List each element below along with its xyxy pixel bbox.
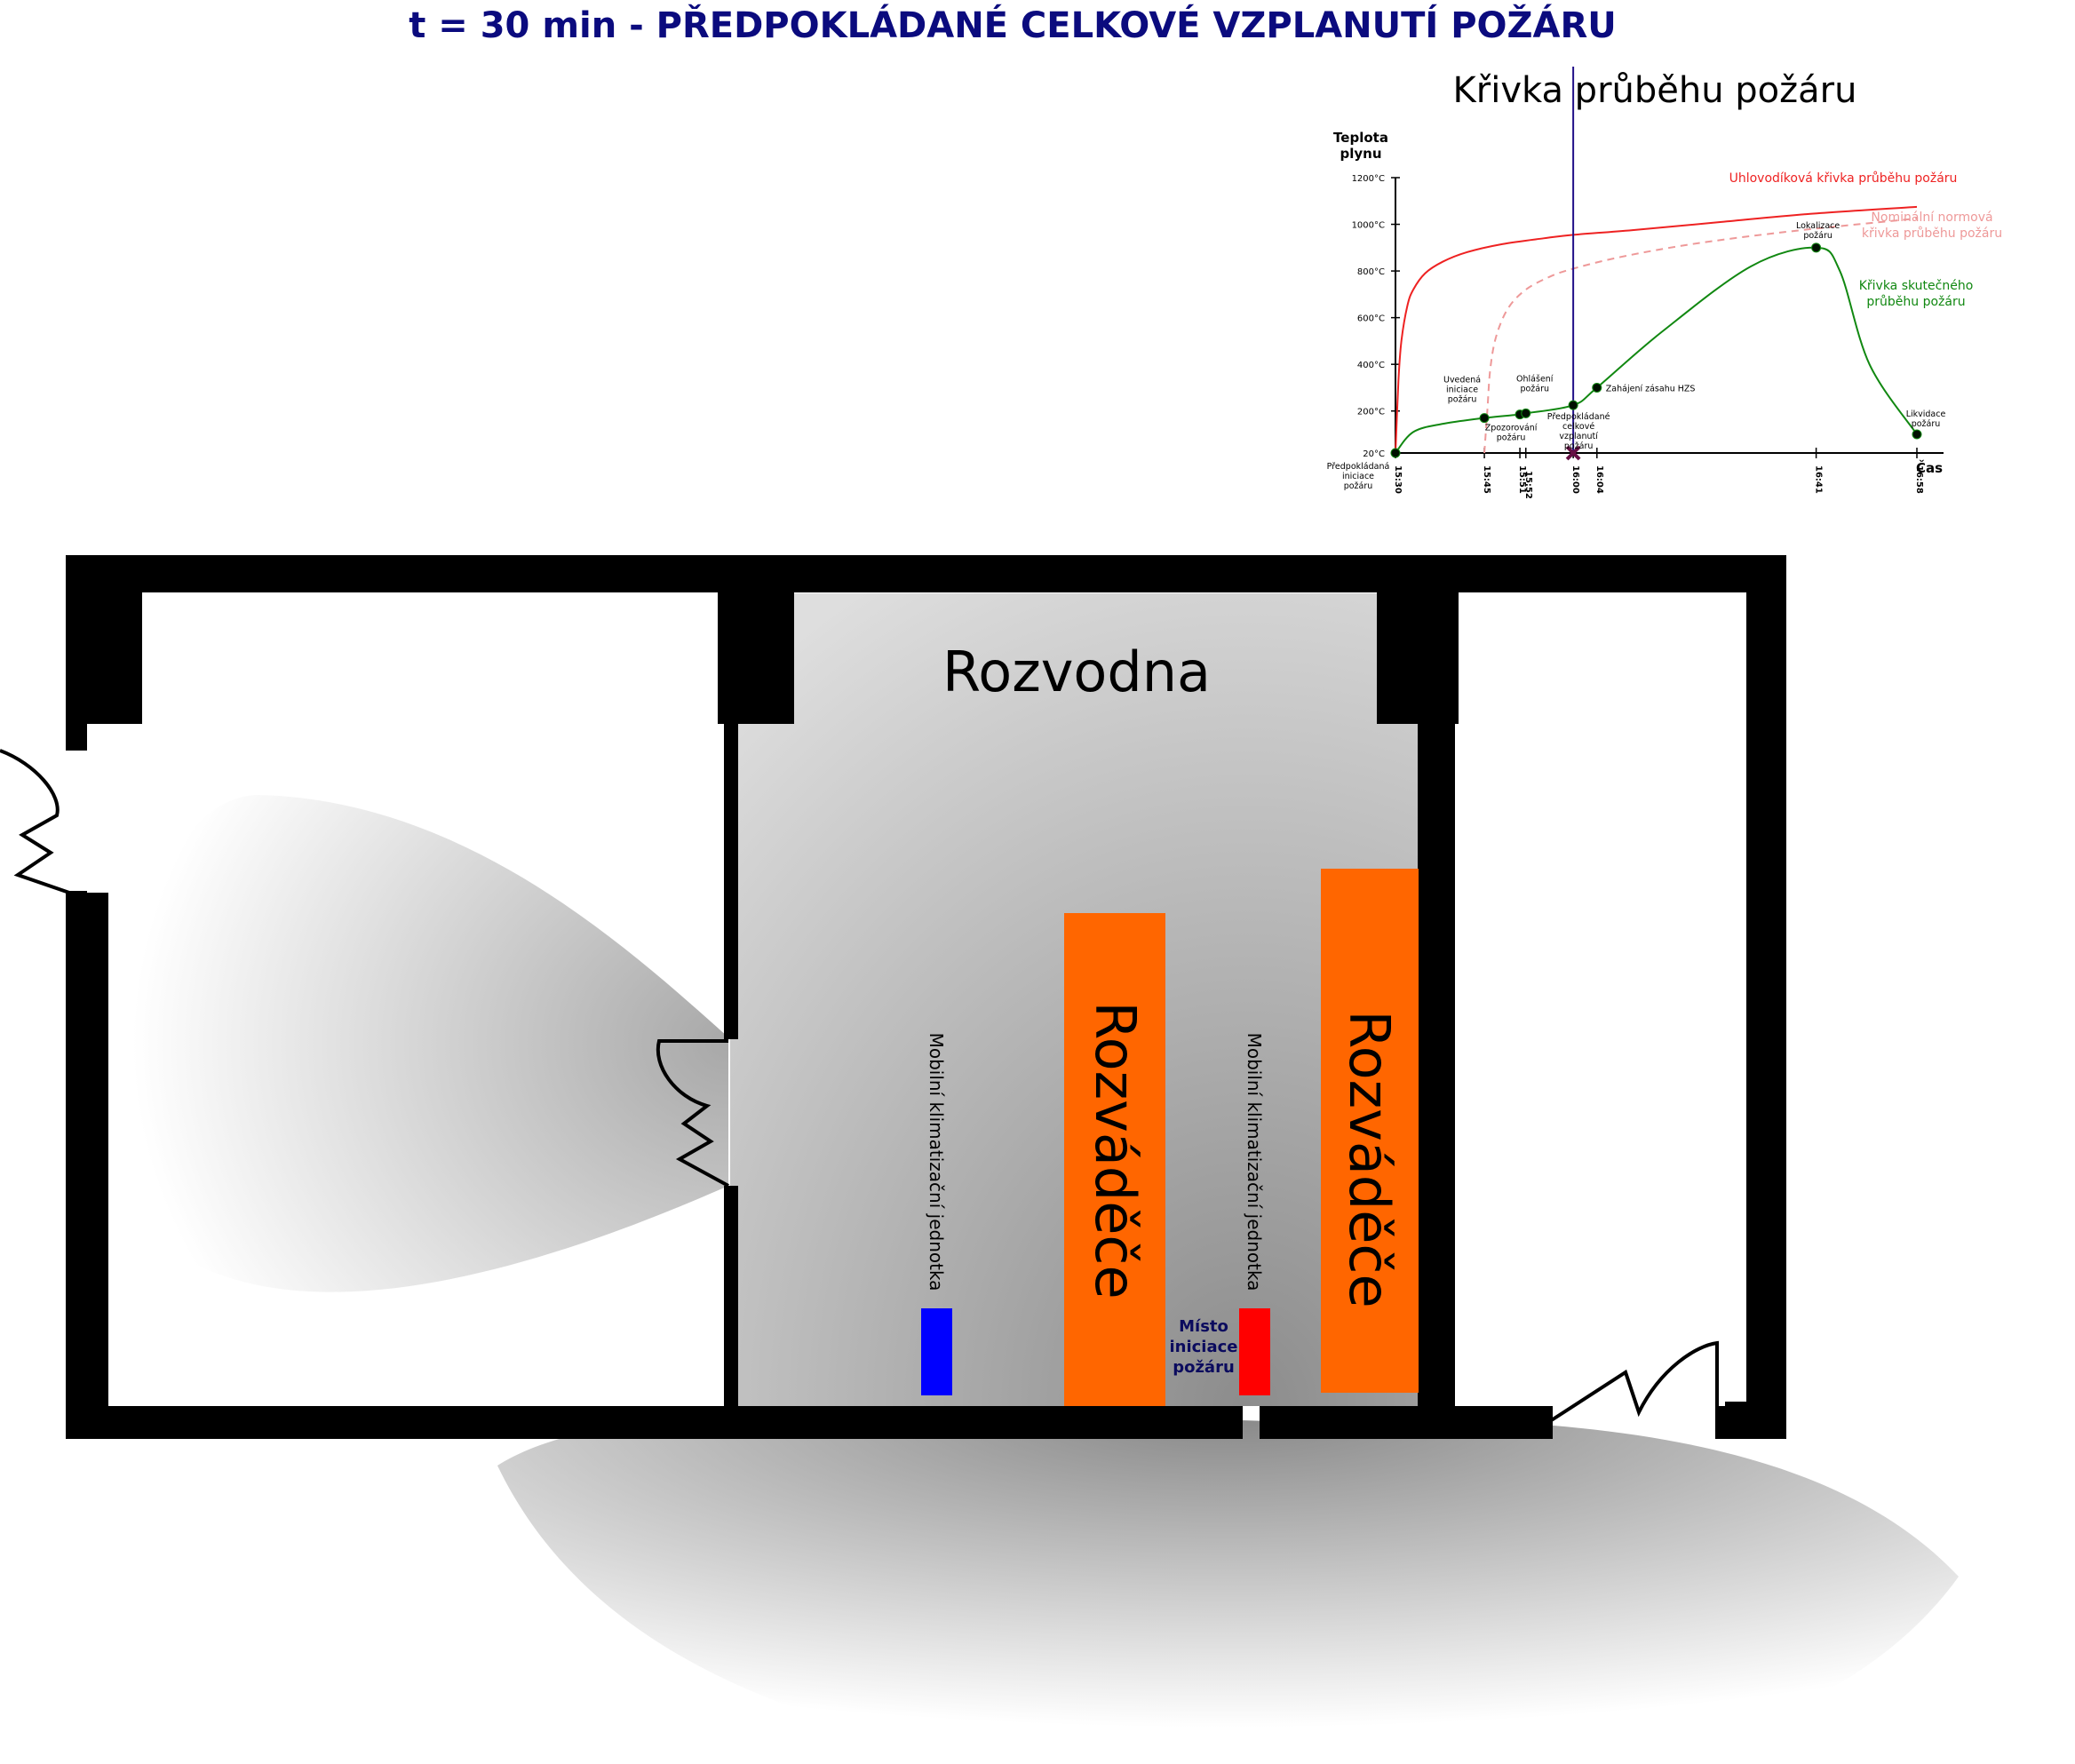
chart-event-label: Zahájení zásahu HZS (1606, 384, 1696, 393)
svg-text:iniciace: iniciace (1169, 1338, 1237, 1356)
chart-event-label: požáru (1520, 384, 1549, 393)
chart-event-label: Lokalizace (1796, 221, 1840, 231)
chart-y-tick-label: 20°C (1363, 449, 1385, 459)
chart-y-tick-label: 1000°C (1352, 221, 1385, 231)
chart-event-label: iniciace (1446, 385, 1478, 395)
chart-ylabel-2: plynu (1340, 146, 1381, 162)
room-label: Rozvodna (942, 640, 1211, 704)
door-left-outer (0, 749, 87, 894)
chart-series-line-2 (1395, 246, 1918, 454)
chart-y-tick-label: 800°C (1357, 267, 1385, 277)
svg-text:požáru: požáru (1173, 1358, 1235, 1377)
cabinet-left-label: Rozváděče (1083, 1001, 1148, 1299)
chart-event-label: Zpozorování (1485, 424, 1538, 433)
chart-series (1395, 205, 1918, 454)
chart-axes (1395, 178, 1944, 454)
chart-event-label: požáru (1497, 433, 1526, 443)
chart-event-point (1811, 242, 1822, 253)
chart-timeline (1565, 67, 1581, 461)
chart-x-tick-label: 16:04 (1594, 465, 1604, 494)
chart-xlabel: Čas (1916, 459, 1943, 476)
legend-nominal-1: Nominální normová (1871, 211, 1992, 225)
chart-event-label: Likvidace (1906, 409, 1946, 419)
page-title: t = 30 min - PŘEDPOKLÁDANÉ CELKOVÉ VZPLA… (409, 4, 1617, 46)
cabinet-right (1321, 869, 1419, 1393)
chart-x-tick-label: 16:58 (1914, 465, 1924, 494)
chart-x-tick-label: 15:45 (1482, 465, 1491, 494)
chart-title: Křivka průběhu požáru (1453, 70, 1857, 111)
chart-event-label: Předpokládaná (1327, 462, 1390, 472)
chart-events: PředpokládanáiniciacepožáruUvedenáinicia… (1327, 221, 1946, 491)
door-room (656, 1039, 729, 1188)
chart-event-point (1592, 382, 1602, 393)
chart-event-label: požáru (1564, 441, 1594, 451)
chart-y-ticks: 20°C 200°C 400°C 600°C 800°C 1000°C 1200°C (1352, 174, 1400, 459)
chart-event-point (1521, 408, 1531, 418)
walls (66, 555, 1786, 1439)
doors (0, 749, 1719, 1423)
legend-actual-2: průběhu požáru (1866, 295, 1965, 309)
smoke-plume-left (132, 795, 728, 1292)
chart-event-label: požáru (1448, 395, 1477, 405)
chart-x-tick-label: 15:52 (1523, 471, 1533, 499)
chart-y-tick-label: 600°C (1357, 314, 1385, 324)
chart-y-tick-label: 1200°C (1352, 174, 1385, 184)
ac-unit-red (1239, 1308, 1270, 1395)
legend-hydrocarbon: Uhlovodíková křivka průběhu požáru (1729, 171, 1958, 186)
chart-event-label: Ohlášení (1516, 374, 1554, 384)
chart-event-label: iniciace (1342, 472, 1374, 481)
chart-event-point (1390, 448, 1401, 458)
ac-unit-blue-label: Mobilní klimatizační jednotka (926, 1033, 947, 1291)
chart-x-tick-label: 16:00 (1570, 465, 1580, 494)
chart-event-point (1479, 413, 1490, 424)
svg-text:Místo: Místo (1179, 1317, 1228, 1336)
smoke-plume-bottom (497, 1410, 1959, 1764)
chart-event-label: Uvedená (1443, 376, 1481, 385)
chart-event-label: Předpokládané (1547, 412, 1610, 422)
cabinet-right-label: Rozváděče (1337, 1010, 1402, 1307)
chart-y-tick-label: 400°C (1357, 361, 1385, 370)
chart-event-point (1568, 400, 1578, 410)
chart-series-line-0 (1395, 205, 1918, 454)
chart-x-tick-label: 16:41 (1814, 465, 1824, 494)
chart-event-label: požáru (1344, 481, 1373, 491)
chart-event-label: celkové (1562, 422, 1594, 432)
ac-unit-red-label: Mobilní klimatizační jednotka (1244, 1033, 1265, 1291)
ac-unit-blue (921, 1308, 952, 1395)
chart-event-label: vzplanutí (1559, 432, 1598, 441)
chart-event-point (1912, 429, 1922, 440)
legend-nominal-2: křivka průběhu požáru (1862, 226, 2002, 241)
chart-x-tick-label: 15:30 (1393, 465, 1403, 494)
chart-event-label: požáru (1803, 231, 1833, 241)
chart-y-tick-label: 200°C (1357, 408, 1385, 417)
chart-ylabel-1: Teplota (1333, 130, 1388, 146)
door-bottom-right (1548, 1340, 1719, 1423)
cabinet-left (1064, 913, 1165, 1406)
legend-actual-1: Křivka skutečného (1859, 279, 1974, 293)
ignition-label: Místo iniciace požáru (1169, 1317, 1237, 1377)
floor-plan: Rozvodna Rozváděče Rozváděče Mobilní kli… (0, 555, 1959, 1764)
chart-current-time-marker (1565, 445, 1581, 461)
fire-curve-chart: Křivka průběhu požáru Teplota plynu Čas … (1327, 67, 2002, 499)
chart-x-tick-label: 15:51 (1517, 465, 1527, 494)
chart-event-label: požáru (1912, 419, 1941, 429)
